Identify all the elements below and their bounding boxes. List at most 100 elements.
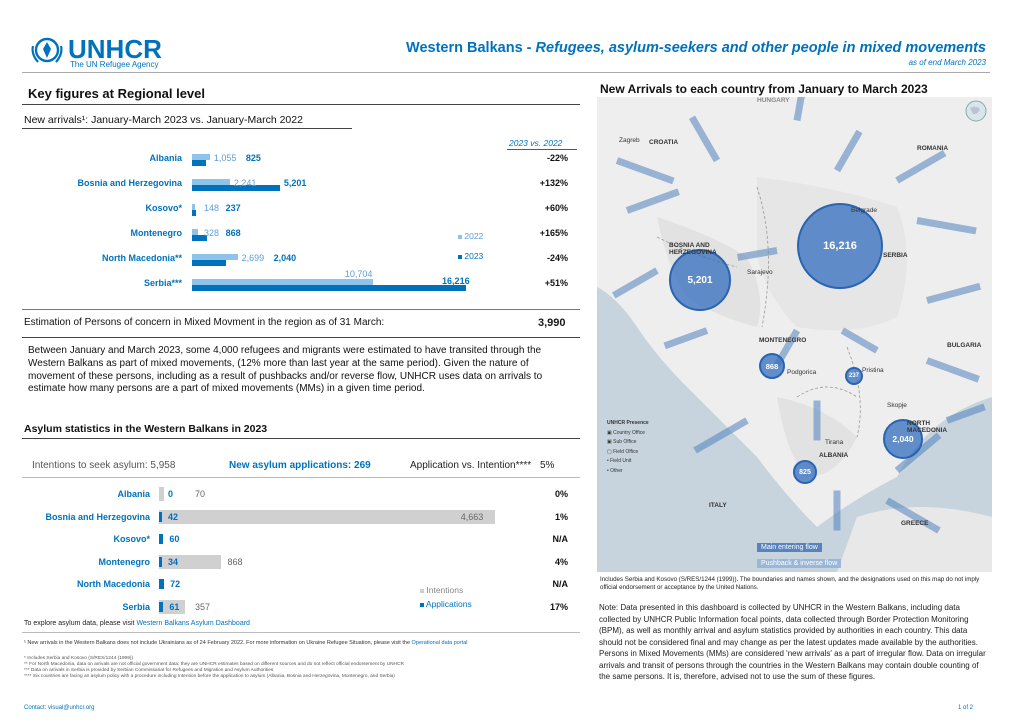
bar-applications xyxy=(159,579,165,589)
bubble-kosovo[interactable]: 237 xyxy=(845,367,863,385)
asylum-summary-row: Intentions to seek asylum: 5,958 xyxy=(32,460,175,471)
map-label-north-macedonia: NORTH MACEDONIA xyxy=(907,420,948,434)
change-value: -24% xyxy=(546,253,568,263)
globe-icon xyxy=(965,100,987,122)
asylum-title-divider xyxy=(22,438,580,439)
value-intentions: 4,663 xyxy=(460,511,484,522)
map-city-sarajevo: Sarajevo xyxy=(747,269,773,276)
page-date: as of end March 2023 xyxy=(908,58,986,67)
note-text: Note: Data presented in this dashboard i… xyxy=(599,603,986,681)
flow-push-label: Pushback & inverse flow xyxy=(761,560,838,567)
bubble-montenegro[interactable]: 868 xyxy=(759,353,785,379)
arrivals-country-label: Serbia*** xyxy=(143,278,182,288)
map-legend-square-icon: ▣ xyxy=(607,439,614,445)
ratio-value: 17% xyxy=(549,601,568,612)
bar-2023 xyxy=(192,260,227,266)
map-legend-item: • Field Unit xyxy=(607,457,707,467)
page-title-main: Refugees, asylum-seekers and other peopl… xyxy=(535,40,986,56)
map[interactable]: 16,216 5,201 868 237 2,040 825 CROATIA R… xyxy=(597,97,992,572)
map-legend-item: ▣ Country Office xyxy=(607,429,707,439)
operational-portal-link[interactable]: Operational data portal xyxy=(411,640,468,646)
page-title-prefix: Western Balkans - xyxy=(406,40,532,56)
applications-row: New asylum applications: 269 xyxy=(229,460,371,471)
map-city-podgorica: Podgorica xyxy=(787,369,817,376)
bar-applications xyxy=(159,534,164,544)
legend-applications-swatch xyxy=(420,602,424,607)
map-legend-field-unit: Field Unit xyxy=(610,458,632,464)
bar-applications xyxy=(159,511,163,522)
unhcr-logo: UNHCR The UN Refugee Agency xyxy=(30,34,170,70)
bubble-albania[interactable]: 825 xyxy=(793,460,817,484)
estimation-top-divider xyxy=(22,309,580,310)
map-city-belgrade: Belgrade xyxy=(851,207,878,214)
logo-tagline: The UN Refugee Agency xyxy=(70,60,159,69)
footnote-3: *** Data on arrivals in Serbia is provid… xyxy=(24,668,274,673)
map-city-zagreb: Zagreb xyxy=(619,137,640,144)
asylum-country-label: North Macedonia xyxy=(76,579,150,589)
asylum-country-label: Bosnia and Herzegovina xyxy=(45,511,150,522)
bar-intentions xyxy=(159,554,222,569)
value-applications: 60 xyxy=(169,534,180,544)
value-applications: 42 xyxy=(168,511,179,522)
legend-2023: 2023 xyxy=(458,251,483,261)
footnote-2: ** For North Macedonia, data on arrivals… xyxy=(24,662,404,667)
bar-2022 xyxy=(192,279,373,285)
value-intentions: 868 xyxy=(227,556,243,567)
bar-intentions xyxy=(159,487,165,501)
value-2023: 825 xyxy=(245,153,261,163)
map-legend-other: Other xyxy=(610,467,623,474)
key-figures-divider xyxy=(22,104,580,105)
bar-2022 xyxy=(192,179,230,185)
bar-intentions xyxy=(159,509,495,524)
asylum-country-label: Montenegro xyxy=(98,556,151,567)
header-divider xyxy=(22,72,990,73)
ratio-value: 0% xyxy=(554,489,568,499)
estimation-label: Estimation of Persons of concern in Mixe… xyxy=(24,317,385,328)
legend-intentions-label: Intentions xyxy=(426,585,464,595)
map-legend-item: ▢ Field Office xyxy=(607,448,707,458)
arrivals-country-label: Montenegro xyxy=(130,228,183,238)
page-title: Western Balkans - Refugees, asylum-seeke… xyxy=(406,40,986,56)
value-2023: 2,040 xyxy=(273,253,297,263)
bar-2022 xyxy=(192,254,238,260)
bubble-bosnia[interactable]: 5,201 xyxy=(669,249,731,311)
bar-applications xyxy=(159,601,164,612)
estimation-value: 3,990 xyxy=(538,317,566,329)
bar-2023 xyxy=(192,185,280,191)
value-2022: 10,704 xyxy=(344,269,373,279)
map-disclaimer: Includes Serbia and Kosovo (S/RES/1244 (… xyxy=(600,576,980,591)
bubble-serbia[interactable]: 16,216 xyxy=(797,203,883,289)
map-label-montenegro: MONTENEGRO xyxy=(759,337,807,344)
compare-header: 2023 vs. 2022 xyxy=(509,138,563,148)
legend-2023-swatch xyxy=(458,254,462,259)
compare-header-divider xyxy=(507,149,577,150)
bubble-north-macedonia[interactable]: 2,040 xyxy=(883,419,923,459)
arrivals-country-label: Kosovo* xyxy=(145,203,182,213)
value-applications: 34 xyxy=(168,556,179,567)
asylum-country-label: Kosovo* xyxy=(113,534,150,544)
value-2023: 237 xyxy=(225,203,241,213)
map-label-croatia: CROATIA xyxy=(649,139,679,146)
value-intentions: 70 xyxy=(195,489,206,499)
map-city-pristina: Pristina xyxy=(862,367,884,374)
key-figures-title: Key figures at Regional level xyxy=(28,86,206,101)
dashboard-link[interactable]: Western Balkans Asylum Dashboard xyxy=(136,620,250,627)
legend-intentions-swatch xyxy=(420,588,424,593)
value-intentions: 357 xyxy=(195,601,211,612)
map-label-albania: ALBANIA xyxy=(819,452,849,459)
map-legend-title: UNHCR Presence xyxy=(607,420,649,426)
map-label-romania: ROMANIA xyxy=(917,145,949,152)
bar-intentions xyxy=(159,599,185,614)
footnote-main-text: ¹ New arrivals in the Western Balkans do… xyxy=(24,640,411,646)
arrivals-subtitle: New arrivals¹: January-March 2023 vs. Ja… xyxy=(24,114,303,126)
arrivals-country-label: Albania xyxy=(149,153,182,163)
contact-link[interactable]: Contact: visual@unhcr.org xyxy=(24,705,95,711)
arrivals-country-label: Bosnia and Herzegovina xyxy=(77,178,182,188)
bar-2023 xyxy=(192,235,207,241)
footnote-1: * Includes Serbia and Kosovo (S/RES/1244… xyxy=(24,656,134,661)
footnote-main: ¹ New arrivals in the Western Balkans do… xyxy=(24,640,584,646)
change-value: -22% xyxy=(546,153,568,163)
value-2023: 16,216 xyxy=(442,276,470,286)
ratio-label: Application vs. Intention**** xyxy=(410,460,532,471)
value-applications: 0 xyxy=(168,489,174,499)
